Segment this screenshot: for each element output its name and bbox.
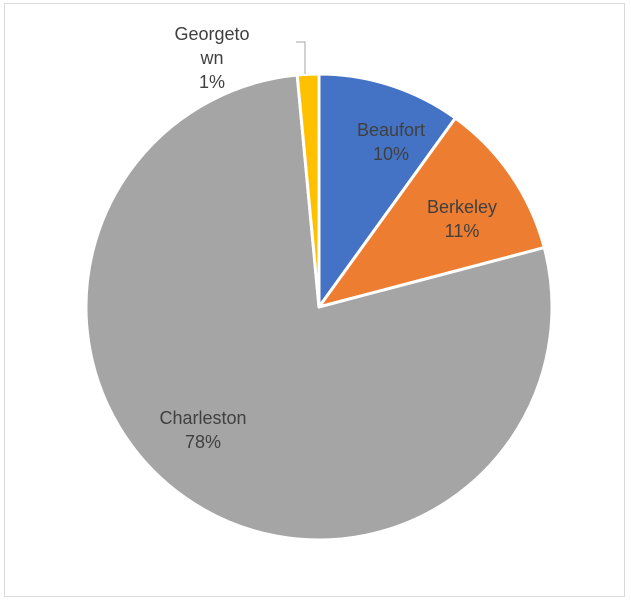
data-label-beaufort: Beaufort 10% <box>357 120 425 164</box>
data-label-berkeley: Berkeley 11% <box>427 197 497 241</box>
data-label-charleston: Charleston 78% <box>159 408 246 452</box>
pie-slice-georgetown <box>295 72 321 309</box>
pie-slice-beaufort <box>317 72 457 309</box>
pie-slice-berkeley <box>317 116 546 309</box>
data-label-georgetown: Georgeto wn 1% <box>174 24 249 92</box>
leader-line <box>296 41 306 74</box>
